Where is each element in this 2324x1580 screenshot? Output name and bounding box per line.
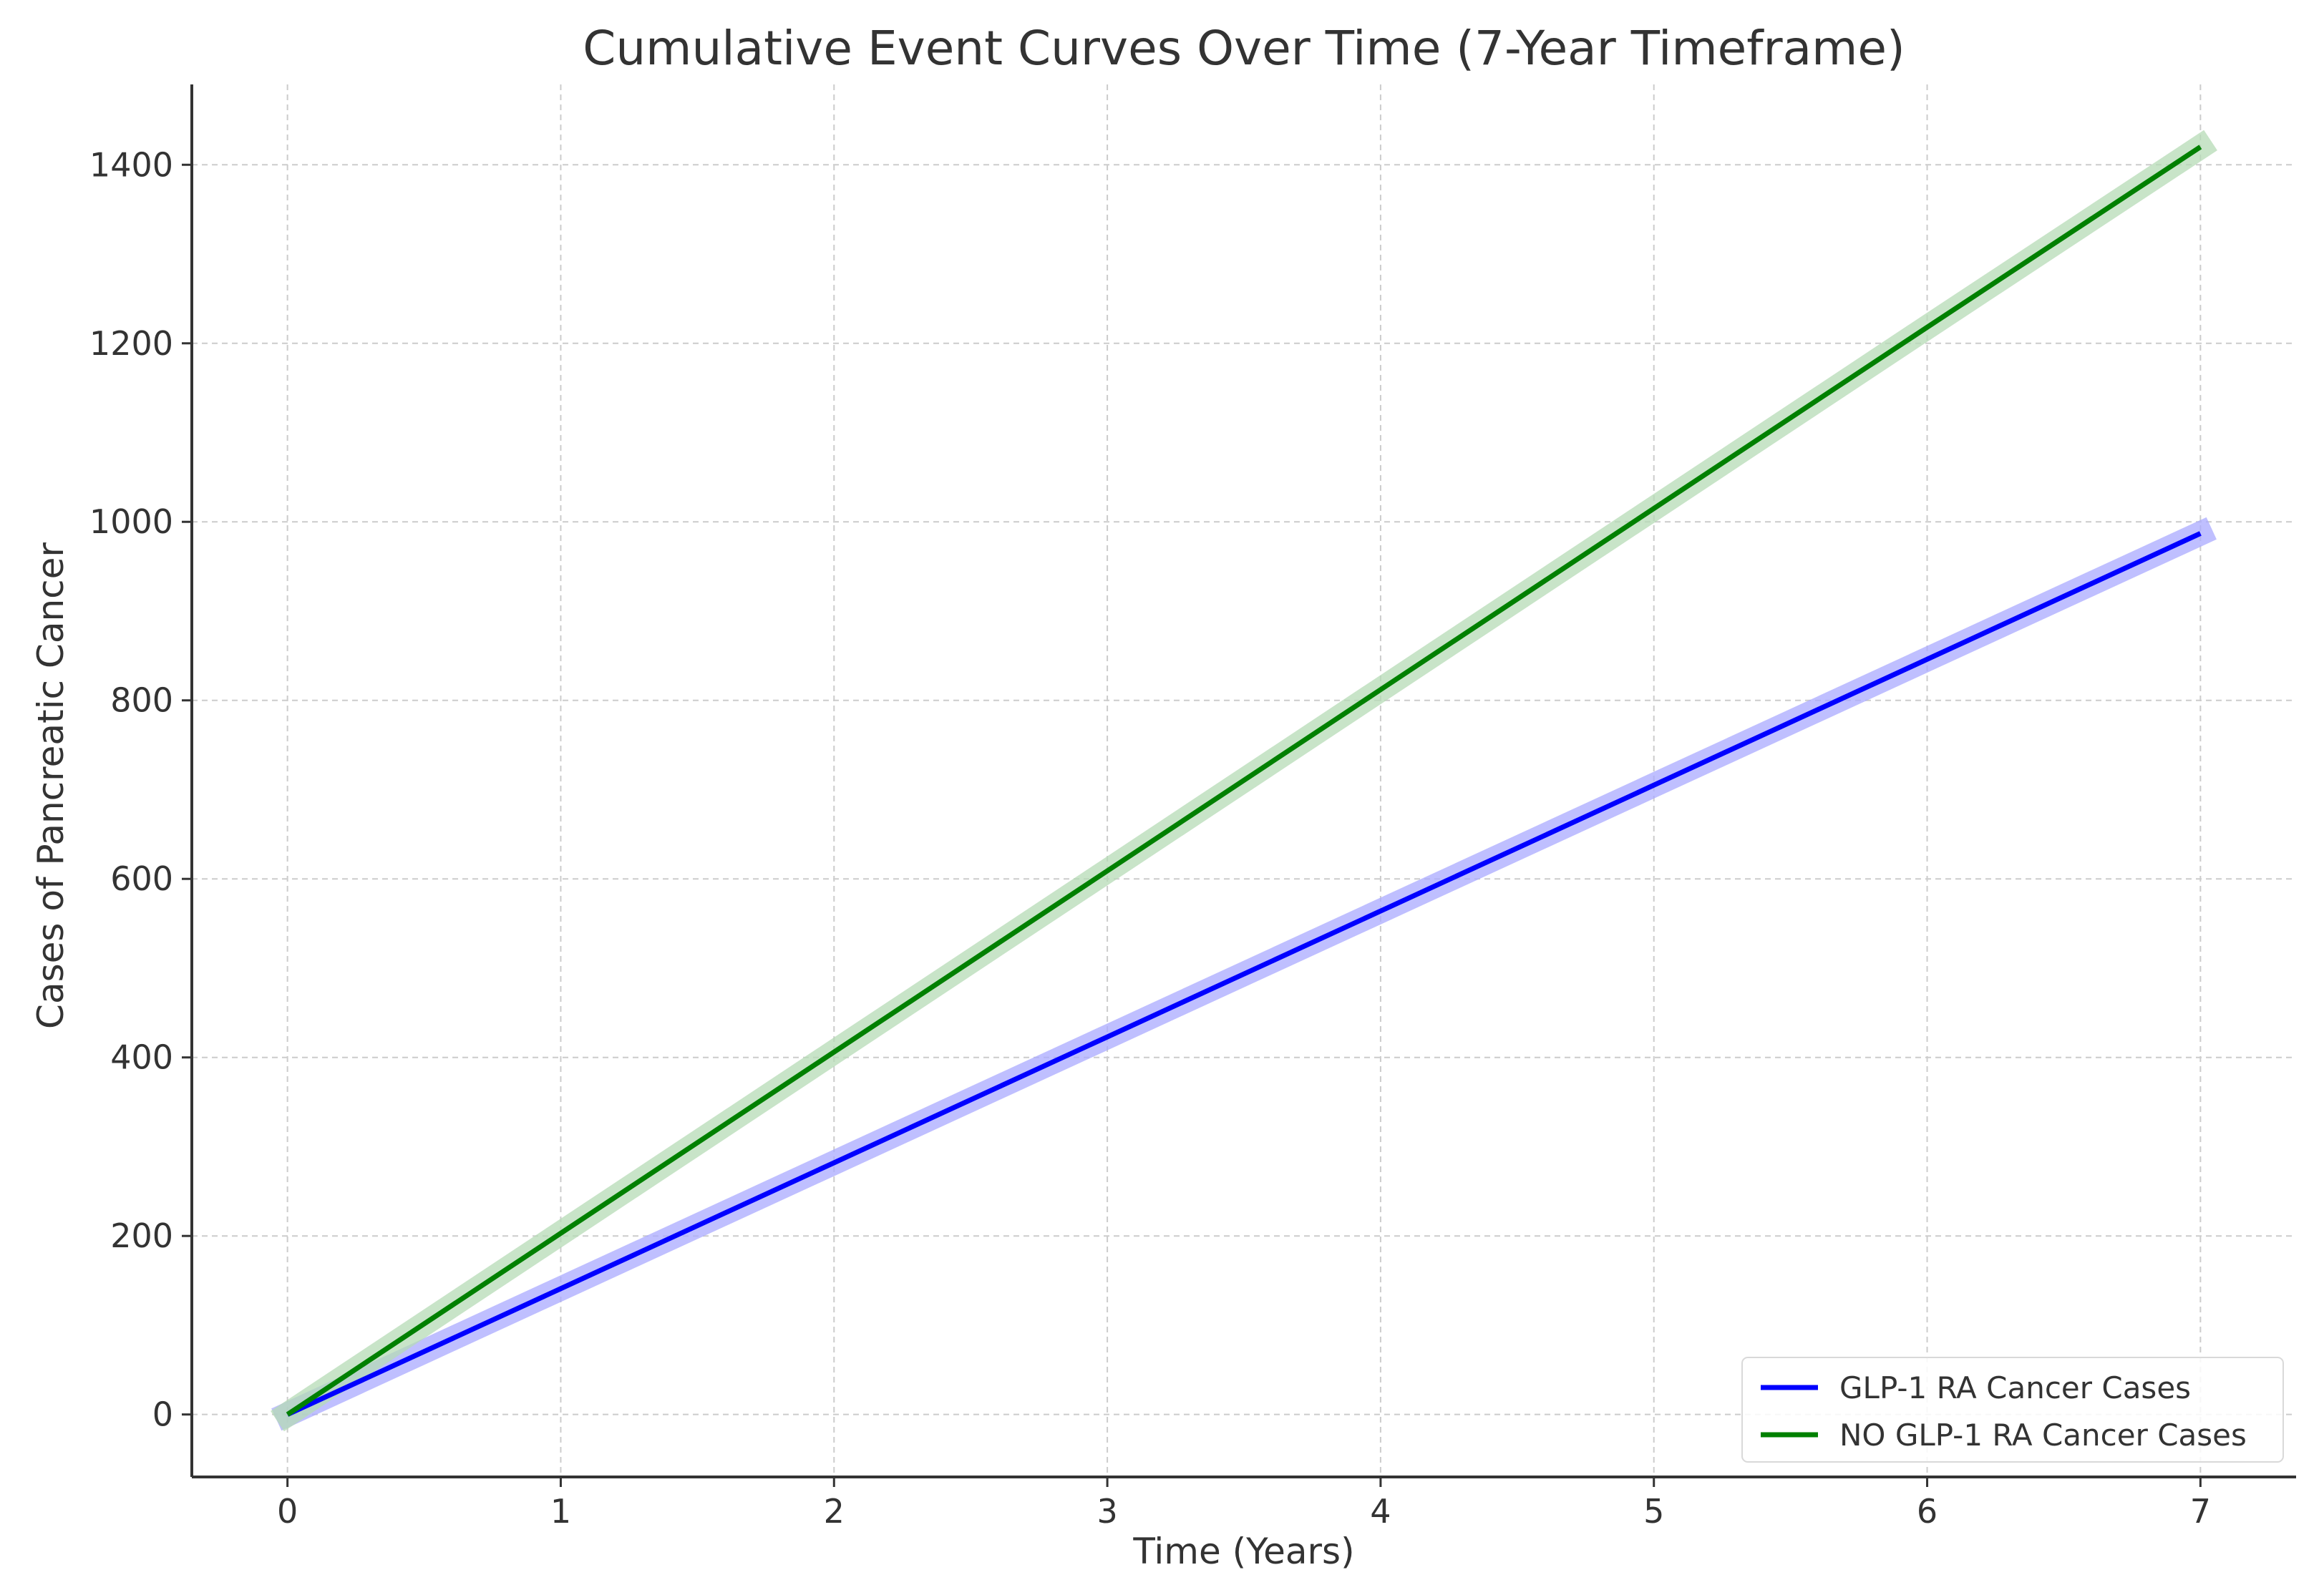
x-tick-label: 5 [1643,1492,1664,1531]
axes [182,84,2296,1487]
legend-box [1741,1357,2284,1463]
legend-label-1: GLP-1 RA Cancer Cases [1839,1370,2191,1405]
x-axis-title: Time (Years) [1132,1531,1354,1572]
x-tick-label: 7 [2190,1492,2211,1531]
series-line-2 [286,145,2202,1417]
x-tick-label: 4 [1370,1492,1391,1531]
y-tick-label: 1000 [89,502,173,541]
x-tick-label: 1 [550,1492,571,1531]
x-tick-label: 6 [1917,1492,1938,1531]
x-tick-label: 2 [824,1492,845,1531]
y-tick-label: 0 [152,1395,173,1434]
series-lines [286,145,2202,1417]
y-tick-label: 600 [110,859,173,898]
tick-labels: 0 1 2 3 4 5 6 7 0 200 400 600 800 1000 1200 1400 [89,145,2211,1531]
y-axis-title: Cases of Pancreatic Cancer [30,542,72,1029]
x-tick-label: 3 [1097,1492,1117,1531]
chart-title: Cumulative Event Curves Over Time (7-Yea… [583,21,1905,76]
grid [192,84,2296,1477]
y-tick-label: 1200 [89,324,173,363]
y-tick-label: 800 [110,681,173,720]
x-tick-label: 0 [277,1492,298,1531]
y-tick-label: 400 [110,1038,173,1077]
y-tick-label: 1400 [89,145,173,184]
series-line-1 [286,531,2202,1417]
legend-label-2: NO GLP-1 RA Cancer Cases [1839,1418,2247,1453]
legend: GLP-1 RA Cancer Cases NO GLP-1 RA Cancer … [1741,1357,2284,1463]
y-tick-label: 200 [110,1216,173,1255]
